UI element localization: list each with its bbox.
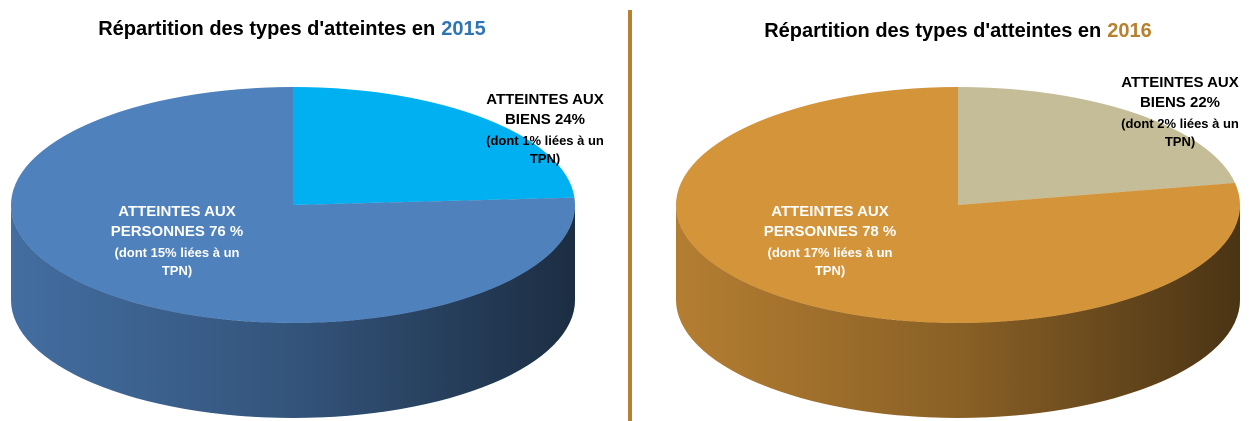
title-year: 2016: [1107, 20, 1152, 42]
value-label: 78 %: [862, 223, 897, 240]
data-label: ATTEINTES AUX BIENS 24% (dont 1% liées à …: [465, 90, 625, 168]
title-text: Répartition des types d'atteintes en: [764, 20, 1101, 42]
title-year: 2015: [441, 18, 486, 40]
value-label: 24%: [554, 111, 586, 128]
category-label: ATTEINTES AUX PERSONNES: [110, 203, 236, 240]
note-label: (dont 1% liées à un TPN): [486, 133, 604, 166]
data-label: ATTEINTES AUX PERSONNES 78 % (dont 17% li…: [750, 202, 910, 280]
category-label: ATTEINTES AUX PERSONNES: [763, 203, 889, 240]
slice: [10, 87, 576, 323]
side-shade: [676, 205, 1240, 418]
note-label: (dont 15% liées à un TPN): [114, 245, 240, 278]
side-shade: [11, 205, 575, 418]
chart-title: Répartition des types d'atteintes en 2015: [98, 18, 486, 40]
note-label: (dont 2% liées à un TPN): [1121, 116, 1239, 149]
chart-title: Répartition des types d'atteintes en 2016: [764, 20, 1152, 42]
data-label: ATTEINTES AUX BIENS 22% (dont 2% liées à …: [1100, 73, 1259, 151]
category-label: ATTEINTES AUX BIENS: [1121, 74, 1239, 111]
category-label: ATTEINTES AUX BIENS: [486, 91, 604, 128]
value-label: 22%: [1189, 94, 1221, 111]
slice: [675, 87, 1240, 323]
slice: [958, 87, 1236, 205]
slice: [293, 87, 575, 205]
value-label: 76 %: [209, 223, 244, 240]
note-label: (dont 17% liées à un TPN): [767, 245, 893, 278]
data-label: ATTEINTES AUX PERSONNES 76 % (dont 15% li…: [97, 202, 257, 280]
title-text: Répartition des types d'atteintes en: [98, 18, 435, 40]
